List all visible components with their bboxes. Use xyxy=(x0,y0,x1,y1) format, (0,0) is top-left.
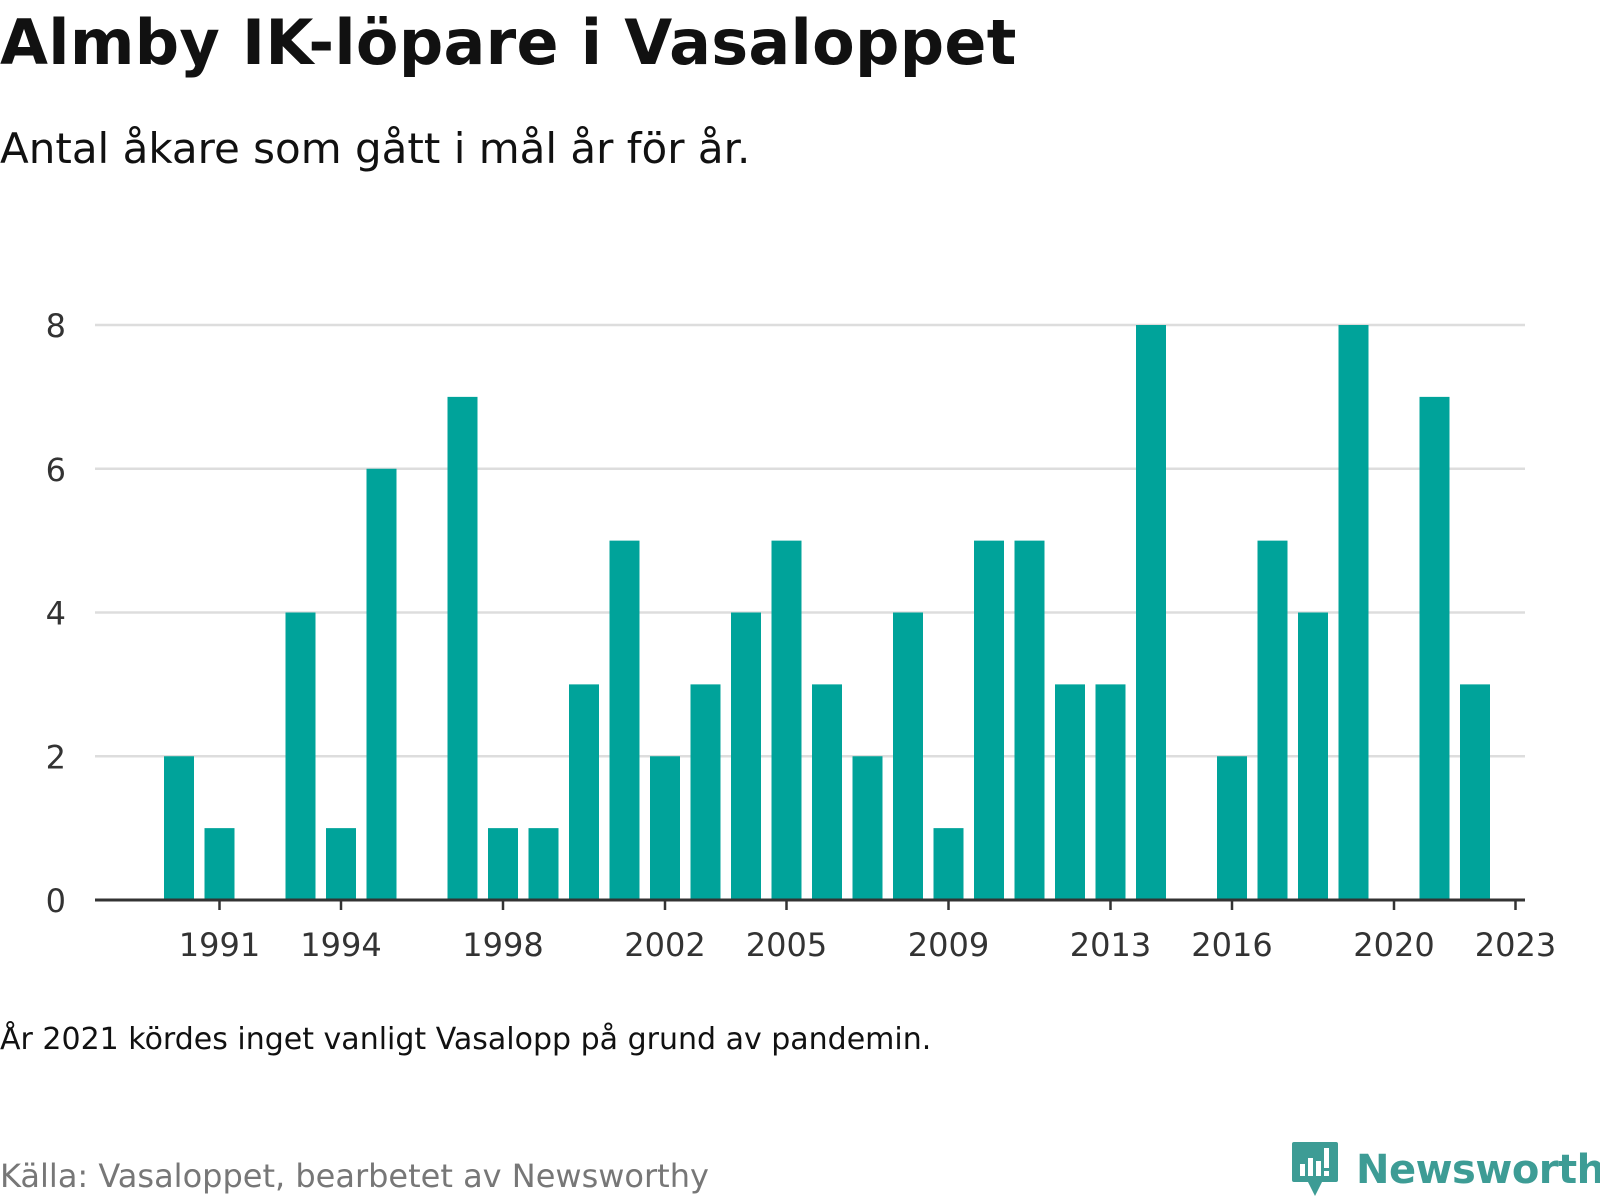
bar xyxy=(285,612,316,900)
bar xyxy=(1460,684,1490,900)
x-tick-labels: 1991 1994 1998 2002 2005 2009 2013 2016 2020 2023 xyxy=(179,926,1556,964)
chart-title: Almby IK-löpare i Vasaloppet xyxy=(0,6,1017,79)
y-tick-label: 8 xyxy=(46,307,66,345)
bar xyxy=(1095,684,1126,900)
bar xyxy=(974,540,1004,900)
chart-subtitle: Antal åkare som gått i mål år för år. xyxy=(0,124,751,173)
bar xyxy=(771,540,802,900)
x-tick-label: 1994 xyxy=(300,926,381,964)
y-tick-label: 0 xyxy=(46,882,66,920)
bar xyxy=(569,684,599,900)
y-tick-label: 4 xyxy=(46,595,66,633)
bar xyxy=(893,612,923,900)
bar xyxy=(1014,540,1045,900)
x-tick-label: 2013 xyxy=(1070,926,1151,964)
footnote: År 2021 kördes inget vanligt Vasalopp på… xyxy=(0,1022,932,1057)
bar xyxy=(1419,396,1450,900)
bar xyxy=(933,828,964,900)
y-tick-label: 6 xyxy=(46,451,66,489)
source-credit: Källa: Vasaloppet, bearbetet av Newswort… xyxy=(0,1157,709,1195)
x-tick-label: 1991 xyxy=(179,926,260,964)
bar xyxy=(1298,612,1328,900)
x-tick-label: 2023 xyxy=(1475,926,1556,964)
bar xyxy=(812,684,842,900)
bar xyxy=(1217,756,1247,900)
x-axis xyxy=(95,898,1525,910)
bar xyxy=(528,828,559,900)
y-tick-label: 2 xyxy=(46,738,66,776)
bar xyxy=(650,756,680,900)
bar xyxy=(1338,325,1369,900)
bar xyxy=(690,684,721,900)
newsworthy-logo-icon xyxy=(1292,1142,1338,1196)
bar-chart: 0 2 4 6 8 1991 1994 1998 2002 2005 2009 2013 2016 20… xyxy=(46,307,1557,964)
x-tick-label: 2016 xyxy=(1191,926,1272,964)
brand-logo: Newsworthy xyxy=(1290,1140,1600,1200)
bar xyxy=(164,756,194,900)
x-tick-label: 2005 xyxy=(746,926,827,964)
bars xyxy=(164,325,1490,900)
bar xyxy=(366,468,397,900)
bar xyxy=(326,828,356,900)
x-tick-label: 2002 xyxy=(624,926,705,964)
bar xyxy=(852,756,883,900)
x-tick-label: 2020 xyxy=(1353,926,1434,964)
bar xyxy=(731,612,761,900)
bar xyxy=(1055,684,1085,900)
brand-name: Newsworthy xyxy=(1356,1147,1600,1193)
bar xyxy=(609,540,640,900)
bar xyxy=(447,396,478,900)
y-tick-labels: 0 2 4 6 8 xyxy=(46,307,66,920)
x-tick-label: 1998 xyxy=(462,926,543,964)
bar xyxy=(1257,540,1288,900)
bar xyxy=(204,828,235,900)
x-tick-label: 2009 xyxy=(908,926,989,964)
bar xyxy=(488,828,518,900)
bar xyxy=(1136,325,1166,900)
